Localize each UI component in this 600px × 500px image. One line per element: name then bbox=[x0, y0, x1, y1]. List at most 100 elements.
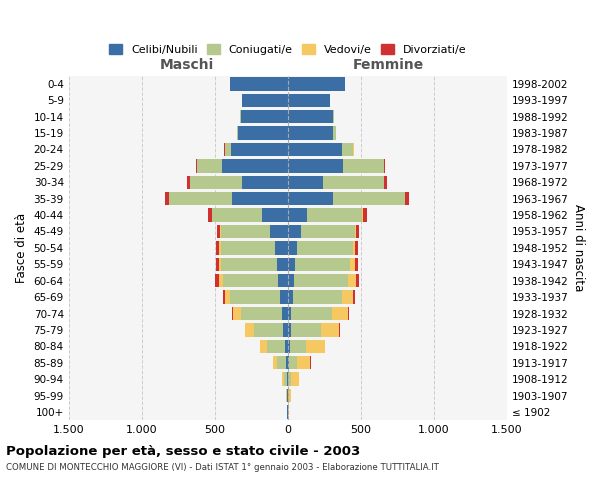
Bar bbox=[215, 274, 219, 287]
Bar bbox=[348, 307, 349, 320]
Bar bbox=[221, 258, 277, 271]
Bar bbox=[287, 77, 344, 90]
Bar bbox=[278, 274, 287, 287]
Bar bbox=[363, 208, 367, 222]
Bar bbox=[385, 176, 387, 189]
Bar bbox=[223, 290, 225, 304]
Bar bbox=[165, 192, 169, 205]
Bar bbox=[286, 356, 287, 370]
Bar bbox=[287, 340, 290, 353]
Bar bbox=[287, 208, 307, 222]
Bar bbox=[287, 323, 290, 336]
Bar bbox=[197, 159, 222, 172]
Bar bbox=[289, 372, 292, 386]
Bar bbox=[219, 274, 223, 287]
Bar bbox=[273, 356, 277, 370]
Bar bbox=[225, 290, 230, 304]
Bar bbox=[333, 192, 404, 205]
Bar bbox=[342, 142, 353, 156]
Bar bbox=[356, 225, 359, 238]
Bar bbox=[232, 307, 233, 320]
Text: COMUNE DI MONTECCHIO MAGGIORE (VI) - Dati ISTAT 1° gennaio 2003 - Elaborazione T: COMUNE DI MONTECCHIO MAGGIORE (VI) - Dat… bbox=[6, 464, 439, 472]
Bar bbox=[222, 159, 287, 172]
Bar bbox=[260, 340, 267, 353]
Bar bbox=[290, 340, 306, 353]
Bar bbox=[220, 225, 221, 238]
Bar bbox=[405, 192, 409, 205]
Bar bbox=[232, 192, 287, 205]
Bar bbox=[287, 159, 343, 172]
Bar bbox=[287, 176, 323, 189]
Text: Femmine: Femmine bbox=[353, 58, 424, 72]
Bar bbox=[267, 340, 285, 353]
Y-axis label: Fasce di età: Fasce di età bbox=[15, 213, 28, 283]
Bar bbox=[287, 356, 289, 370]
Bar bbox=[221, 225, 270, 238]
Bar bbox=[225, 142, 231, 156]
Bar bbox=[301, 225, 355, 238]
Bar bbox=[292, 307, 332, 320]
Bar bbox=[333, 110, 334, 124]
Bar bbox=[353, 290, 355, 304]
Bar bbox=[262, 208, 287, 222]
Bar bbox=[238, 126, 287, 140]
Bar bbox=[350, 258, 355, 271]
Bar bbox=[355, 241, 358, 254]
Bar bbox=[190, 176, 242, 189]
Bar bbox=[217, 241, 220, 254]
Bar bbox=[297, 241, 353, 254]
Bar bbox=[282, 307, 287, 320]
Bar bbox=[219, 258, 221, 271]
Legend: Celibi/Nubili, Coniugati/e, Vedovi/e, Divorziati/e: Celibi/Nubili, Coniugati/e, Vedovi/e, Di… bbox=[104, 40, 471, 60]
Bar bbox=[230, 290, 280, 304]
Bar bbox=[231, 142, 287, 156]
Bar bbox=[233, 307, 241, 320]
Bar bbox=[236, 126, 238, 140]
Bar bbox=[230, 77, 287, 90]
Bar bbox=[245, 323, 254, 336]
Bar bbox=[289, 389, 291, 402]
Bar bbox=[287, 110, 333, 124]
Bar bbox=[306, 340, 325, 353]
Bar bbox=[241, 110, 287, 124]
Bar bbox=[217, 225, 220, 238]
Bar bbox=[282, 372, 284, 386]
Bar bbox=[169, 192, 232, 205]
Bar bbox=[287, 372, 289, 386]
Bar bbox=[220, 241, 221, 254]
Bar bbox=[355, 225, 356, 238]
Bar bbox=[196, 159, 197, 172]
Bar bbox=[277, 356, 286, 370]
Bar bbox=[208, 208, 212, 222]
Y-axis label: Anni di nascita: Anni di nascita bbox=[572, 204, 585, 292]
Bar bbox=[287, 258, 295, 271]
Bar bbox=[280, 290, 287, 304]
Bar bbox=[240, 110, 241, 124]
Bar bbox=[288, 405, 289, 418]
Bar bbox=[339, 323, 340, 336]
Bar bbox=[292, 372, 299, 386]
Bar bbox=[287, 142, 342, 156]
Bar bbox=[343, 290, 353, 304]
Text: Popolazione per età, sesso e stato civile - 2003: Popolazione per età, sesso e stato civil… bbox=[6, 444, 360, 458]
Text: Maschi: Maschi bbox=[160, 58, 214, 72]
Bar bbox=[242, 176, 287, 189]
Bar bbox=[212, 208, 262, 222]
Bar bbox=[333, 126, 336, 140]
Bar bbox=[216, 258, 219, 271]
Bar bbox=[284, 372, 287, 386]
Bar bbox=[323, 176, 384, 189]
Bar bbox=[294, 274, 348, 287]
Bar bbox=[275, 241, 287, 254]
Bar bbox=[293, 290, 343, 304]
Bar bbox=[290, 323, 321, 336]
Bar bbox=[277, 258, 287, 271]
Bar bbox=[355, 258, 358, 271]
Bar bbox=[287, 274, 294, 287]
Bar bbox=[287, 241, 297, 254]
Bar bbox=[270, 225, 287, 238]
Bar bbox=[285, 340, 287, 353]
Bar bbox=[343, 159, 384, 172]
Bar bbox=[307, 208, 362, 222]
Bar bbox=[348, 274, 356, 287]
